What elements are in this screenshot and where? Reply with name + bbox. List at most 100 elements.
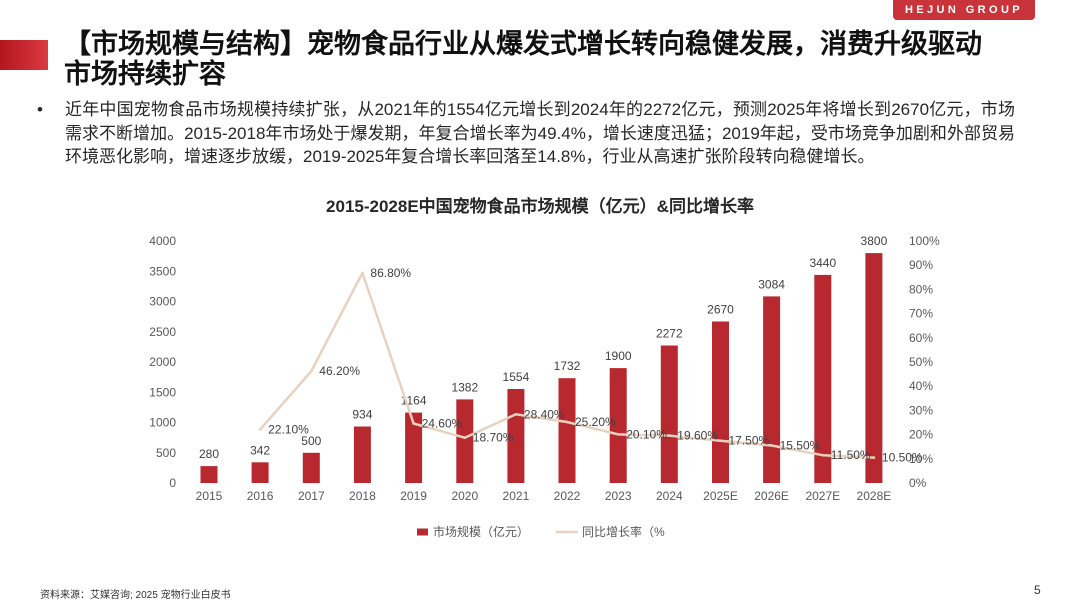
y-left-tick-label-1000: 1000: [149, 416, 176, 430]
bar-2019: [405, 412, 423, 483]
x-tick-label-2018: 2018: [349, 489, 376, 503]
x-tick-label-2017: 2017: [298, 489, 325, 503]
bar-2028e: [865, 253, 883, 483]
chart-title: 2015-2028E中国宠物食品市场规模（亿元）&同比增长率: [326, 197, 754, 216]
y-right-tick-label-90pct: 90%: [909, 258, 933, 272]
growth-rate-label-2020: 18.70%: [473, 431, 514, 445]
bar-2025e: [712, 321, 729, 483]
x-tick-label-2022: 2022: [554, 489, 581, 503]
bar-value-label-2020: 1382: [451, 380, 478, 394]
y-right-tick-label-10pct: 10%: [909, 452, 933, 466]
bar-2024: [660, 345, 678, 483]
bar-value-label-2021: 1554: [503, 370, 530, 384]
growth-rate-label-2018: 86.80%: [370, 266, 411, 280]
bar-2022: [558, 378, 576, 483]
x-tick-label-2027e: 2027E: [805, 489, 840, 503]
chart-canvas: 0 500 1000 1500 2000 2500 3000 3500 4000 0% 10% 20%…: [149, 234, 940, 539]
growth-rate-point-2021: [514, 413, 518, 416]
growth-rate-point-2025e: [719, 439, 722, 442]
bullet-paragraph: 近年中国宠物食品市场规模持续扩张，从2021年的1554亿元增长到2024年的2…: [65, 100, 1015, 166]
growth-rate-label-2017: 46.20%: [319, 364, 360, 378]
y-left-tick-label-500: 500: [156, 446, 176, 460]
y-left-tick-label-2500: 2500: [149, 325, 176, 339]
title-accent-bar: [0, 40, 48, 70]
y-right-tick-label-50pct: 50%: [909, 355, 933, 369]
y-right-tick-label-20pct: 20%: [909, 428, 933, 442]
growth-rate-label-2019: 24.60%: [422, 417, 463, 431]
bar-value-label-2027e: 3440: [809, 256, 836, 270]
bar-value-label-2016: 342: [250, 443, 270, 457]
legend-swatch-market-size: [417, 528, 428, 536]
bar-value-label-2017: 500: [301, 434, 321, 448]
bar-value-label-2024: 2272: [656, 327, 683, 341]
x-tick-label-2020: 2020: [451, 489, 478, 503]
bar-value-label-2022: 1732: [554, 359, 581, 373]
bar-value-label-2023: 1900: [605, 349, 632, 363]
bar-2016: [251, 462, 269, 483]
growth-rate-point-2020: [463, 436, 467, 439]
y-right-tick-label-0pct: 0%: [909, 476, 927, 490]
y-right-tick-label-60pct: 60%: [909, 331, 933, 345]
x-tick-label-2023: 2023: [605, 489, 632, 503]
growth-rate-point-2028e: [872, 456, 876, 459]
market-size-chart: 2015-2028E中国宠物食品市场规模（亿元）&同比增长率 0 500 1000 1…: [0, 190, 1080, 550]
bar-value-label-2026e: 3084: [758, 277, 785, 291]
growth-rate-label-2016: 22.10%: [268, 423, 309, 437]
x-tick-label-2028e: 2028E: [857, 489, 892, 503]
y-right-tick-label-100pct: 100%: [909, 234, 940, 248]
bar-value-label-2018: 934: [352, 408, 372, 422]
brand-logo-tab: HEJUN GROUP: [893, 0, 1035, 20]
y-left-tick-label-0: 0: [169, 476, 176, 490]
y-left-tick-label-3500: 3500: [149, 264, 176, 278]
legend-label-market-size: 市场规模（亿元）: [433, 524, 529, 539]
growth-rate-point-2019: [412, 422, 415, 425]
bar-value-label-2015: 280: [199, 447, 219, 461]
y-right-tick-label-40pct: 40%: [909, 379, 933, 393]
growth-rate-point-2026e: [770, 444, 773, 447]
bar-2026e: [763, 296, 781, 483]
bar-2017: [302, 452, 320, 484]
legend-label-growth-rate: 同比增长率（%: [582, 524, 665, 539]
page-number: 5: [1034, 583, 1041, 597]
y-left-tick-label-3000: 3000: [149, 295, 176, 309]
y-right-tick-label-80pct: 80%: [909, 282, 933, 296]
growth-rate-point-2018: [361, 271, 364, 275]
bar-value-label-2025e: 2670: [707, 303, 734, 317]
x-tick-label-2019: 2019: [400, 489, 427, 503]
y-right-tick-label-30pct: 30%: [909, 403, 933, 417]
slide-title: 【市场规模与结构】宠物食品行业从爆发式增长转向稳健发展，消费升级驱动市场持续扩容: [64, 29, 982, 89]
source-note: 资料来源：艾媒咨询; 2025 宠物行业白皮书: [40, 590, 231, 601]
y-left-tick-label-1500: 1500: [149, 385, 176, 399]
growth-rate-label-2023: 20.10%: [626, 427, 667, 441]
x-tick-label-2016: 2016: [247, 489, 274, 503]
y-right-tick-label-70pct: 70%: [909, 307, 933, 321]
x-tick-label-2015: 2015: [196, 489, 223, 503]
bar-value-label-2028e: 3800: [861, 234, 888, 248]
growth-rate-point-2027e: [821, 453, 825, 457]
growth-rate-label-2021: 28.40%: [524, 407, 565, 421]
x-tick-label-2025e: 2025E: [703, 489, 738, 503]
growth-rate-label-2025e: 17.50%: [729, 434, 770, 448]
growth-rate-label-2022: 25.20%: [575, 415, 616, 429]
growth-rate-point-2016: [258, 428, 262, 431]
x-tick-label-2024: 2024: [656, 489, 683, 503]
growth-rate-point-2022: [565, 420, 569, 424]
growth-rate-point-2023: [616, 433, 620, 436]
growth-rate-point-2024: [668, 434, 671, 437]
bar-2015: [200, 466, 218, 483]
x-tick-label-2026e: 2026E: [754, 489, 789, 503]
bar-2020: [456, 399, 474, 483]
growth-rate-label-2026e: 15.50%: [780, 439, 821, 453]
bar-2018: [353, 426, 371, 483]
y-left-tick-label-4000: 4000: [149, 234, 176, 248]
growth-rate-point-2017: [310, 369, 313, 373]
growth-rate-label-2027e: 11.50%: [831, 448, 871, 462]
bar-2027e: [814, 274, 832, 483]
bullet-marker: •: [37, 100, 43, 119]
growth-rate-label-2024: 19.60%: [677, 429, 718, 443]
bar-2021: [507, 389, 525, 483]
bar-2023: [609, 368, 627, 483]
growth-rate-label-2028e: 10.50%: [882, 451, 923, 465]
x-tick-label-2021: 2021: [503, 489, 530, 503]
y-left-tick-label-2000: 2000: [149, 355, 176, 369]
